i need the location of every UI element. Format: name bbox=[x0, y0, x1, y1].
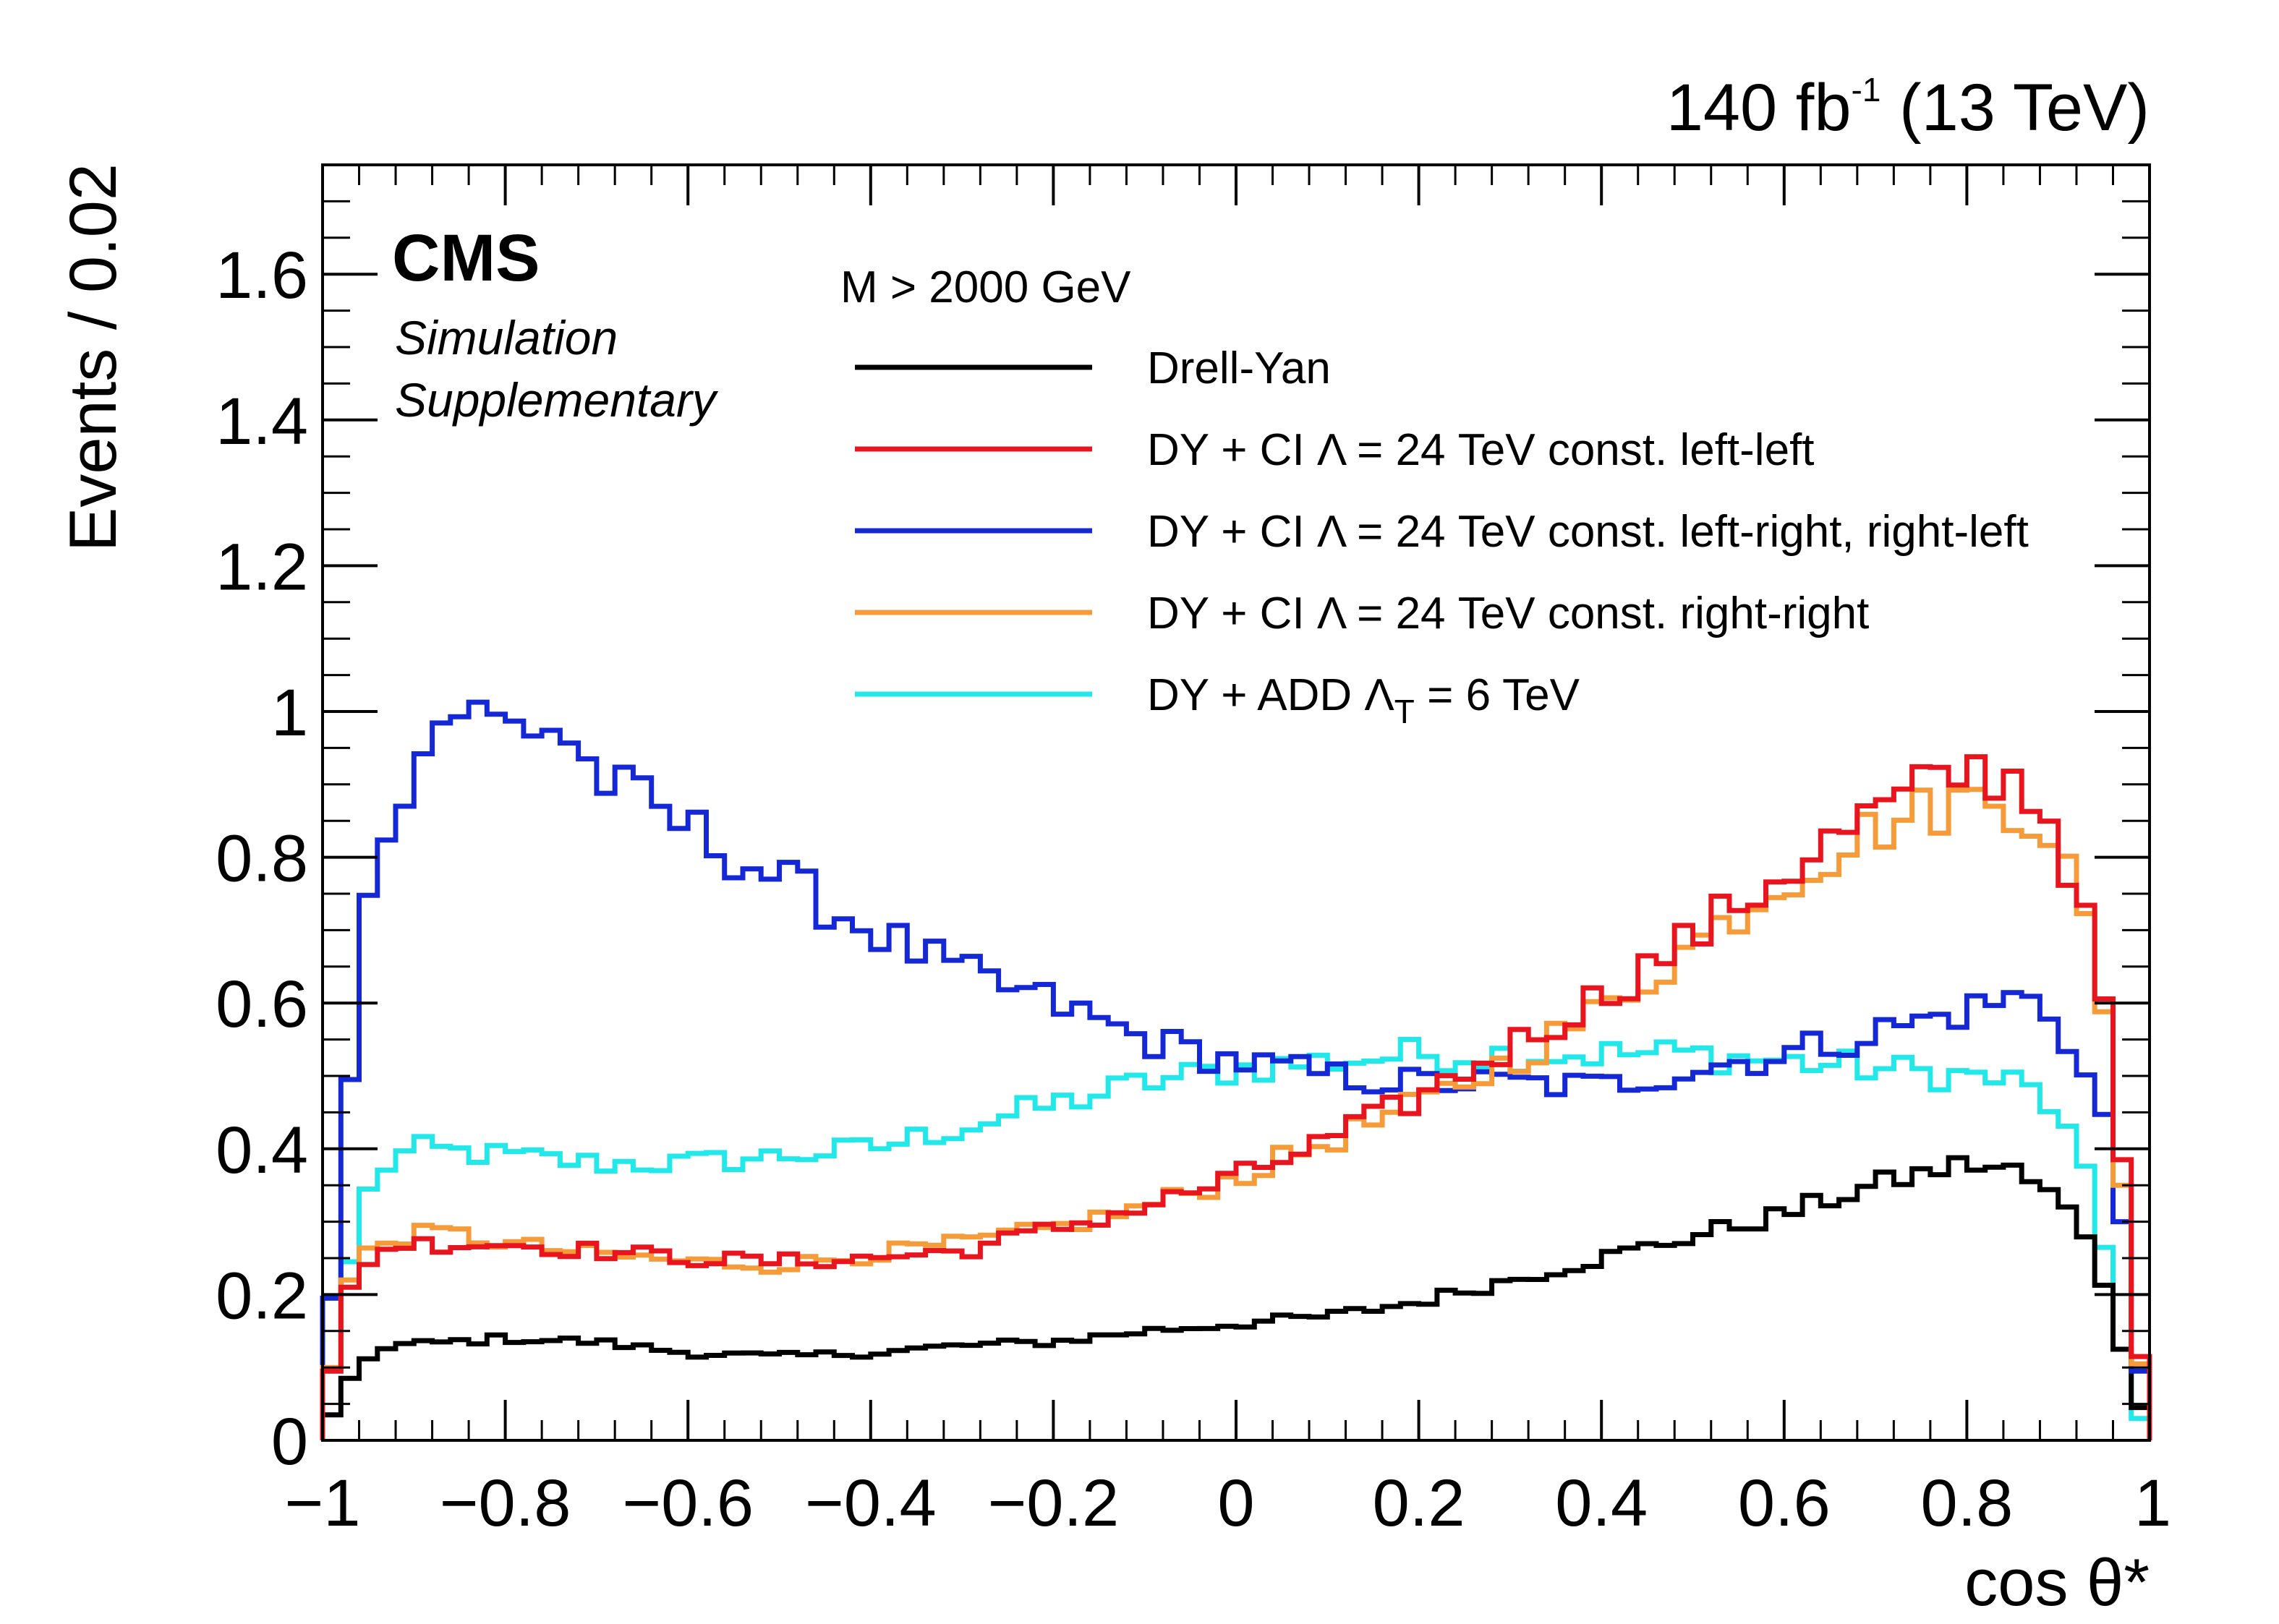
simulation-label: Simulation bbox=[395, 311, 618, 364]
series-line-2 bbox=[320, 699, 2152, 1440]
lumi-exponent: -1 bbox=[1852, 71, 1881, 108]
y-tick-label: 1.4 bbox=[216, 385, 308, 458]
legend-subscript: T bbox=[1394, 693, 1415, 730]
y-tick-label: 1 bbox=[271, 676, 308, 750]
legend-symbol: Λ bbox=[1317, 507, 1347, 557]
legend-entry-3: DY + CI Λ = 24 TeV const. right-right bbox=[1147, 589, 1869, 638]
legend-text-post: = 6 TeV bbox=[1415, 670, 1580, 720]
x-tick-label: −0.6 bbox=[622, 1466, 754, 1540]
y-tick-label: 0.6 bbox=[216, 967, 308, 1041]
series-line-4 bbox=[320, 1037, 2152, 1440]
legend-text-pre: DY + CI bbox=[1147, 507, 1317, 557]
x-tick-label: 0.4 bbox=[1555, 1466, 1648, 1540]
legend-text-pre: DY + CI bbox=[1147, 589, 1317, 638]
legend-symbol: Λ bbox=[1317, 589, 1347, 638]
series-line-1 bbox=[320, 754, 2152, 1440]
legend-text-pre: DY + CI bbox=[1147, 425, 1317, 475]
lumi-label: 140 fb-1 (13 TeV) bbox=[1666, 71, 2150, 145]
series-line-3 bbox=[320, 787, 2152, 1440]
legend-symbol: Λ bbox=[1317, 425, 1347, 475]
x-tick-label: −0.8 bbox=[440, 1466, 571, 1540]
series-line-0 bbox=[320, 1155, 2152, 1440]
legend-text-pre: DY + ADD bbox=[1147, 670, 1364, 720]
x-axis-title: cos θ* bbox=[1964, 1546, 2150, 1620]
legend-entry-4: DY + ADD ΛT = 6 TeV bbox=[1147, 670, 1580, 730]
axis-ticks: −1 −0.8 −0.6 −0.4 −0.2 0 0.2 0.4 0.6 0.8 1 0 0.2 0.4 0… bbox=[216, 163, 2171, 1540]
x-tick-label: 0.8 bbox=[1920, 1466, 2013, 1540]
x-tick-label: 1 bbox=[2134, 1466, 2171, 1540]
y-axis-title: Events / 0.02 bbox=[56, 163, 130, 552]
y-tick-label: 0.2 bbox=[216, 1259, 308, 1333]
x-tick-label: 0.6 bbox=[1738, 1466, 1831, 1540]
x-tick-label: −1 bbox=[285, 1466, 361, 1540]
legend-entry-1: DY + CI Λ = 24 TeV const. left-left bbox=[1147, 425, 1815, 475]
selection-label: M > 2000 GeV bbox=[840, 262, 1131, 312]
x-tick-label: 0.2 bbox=[1373, 1466, 1465, 1540]
y-tick-label: 1.2 bbox=[216, 530, 308, 604]
legend-symbol: Λ bbox=[1364, 670, 1394, 720]
histogram-series bbox=[320, 699, 2152, 1440]
x-tick-label: −0.2 bbox=[988, 1466, 1120, 1540]
y-tick-label: 1.6 bbox=[216, 239, 308, 312]
legend-entry-0: Drell-Yan bbox=[1147, 343, 1331, 393]
lumi-tail: (13 TeV) bbox=[1880, 71, 2150, 145]
x-tick-label: −0.4 bbox=[805, 1466, 937, 1540]
legend: Drell-Yan DY + CI Λ = 24 TeV const. left-… bbox=[855, 343, 2029, 730]
y-tick-label: 0 bbox=[271, 1405, 308, 1479]
y-tick-label: 0.8 bbox=[216, 822, 308, 896]
legend-text-post: = 24 TeV const. left-left bbox=[1345, 425, 1815, 475]
legend-entry-2: DY + CI Λ = 24 TeV const. left-right, ri… bbox=[1147, 507, 2029, 557]
legend-text-pre: Drell-Yan bbox=[1147, 343, 1331, 393]
x-tick-label: 0 bbox=[1217, 1466, 1254, 1540]
supplementary-label: Supplementary bbox=[395, 373, 719, 427]
legend-text-post: = 24 TeV const. left-right, right-left bbox=[1345, 507, 2029, 557]
lumi-main: 140 fb bbox=[1666, 71, 1852, 145]
y-tick-label: 0.4 bbox=[216, 1114, 308, 1187]
legend-text-post: = 24 TeV const. right-right bbox=[1345, 589, 1869, 638]
cms-label: CMS bbox=[392, 221, 540, 295]
